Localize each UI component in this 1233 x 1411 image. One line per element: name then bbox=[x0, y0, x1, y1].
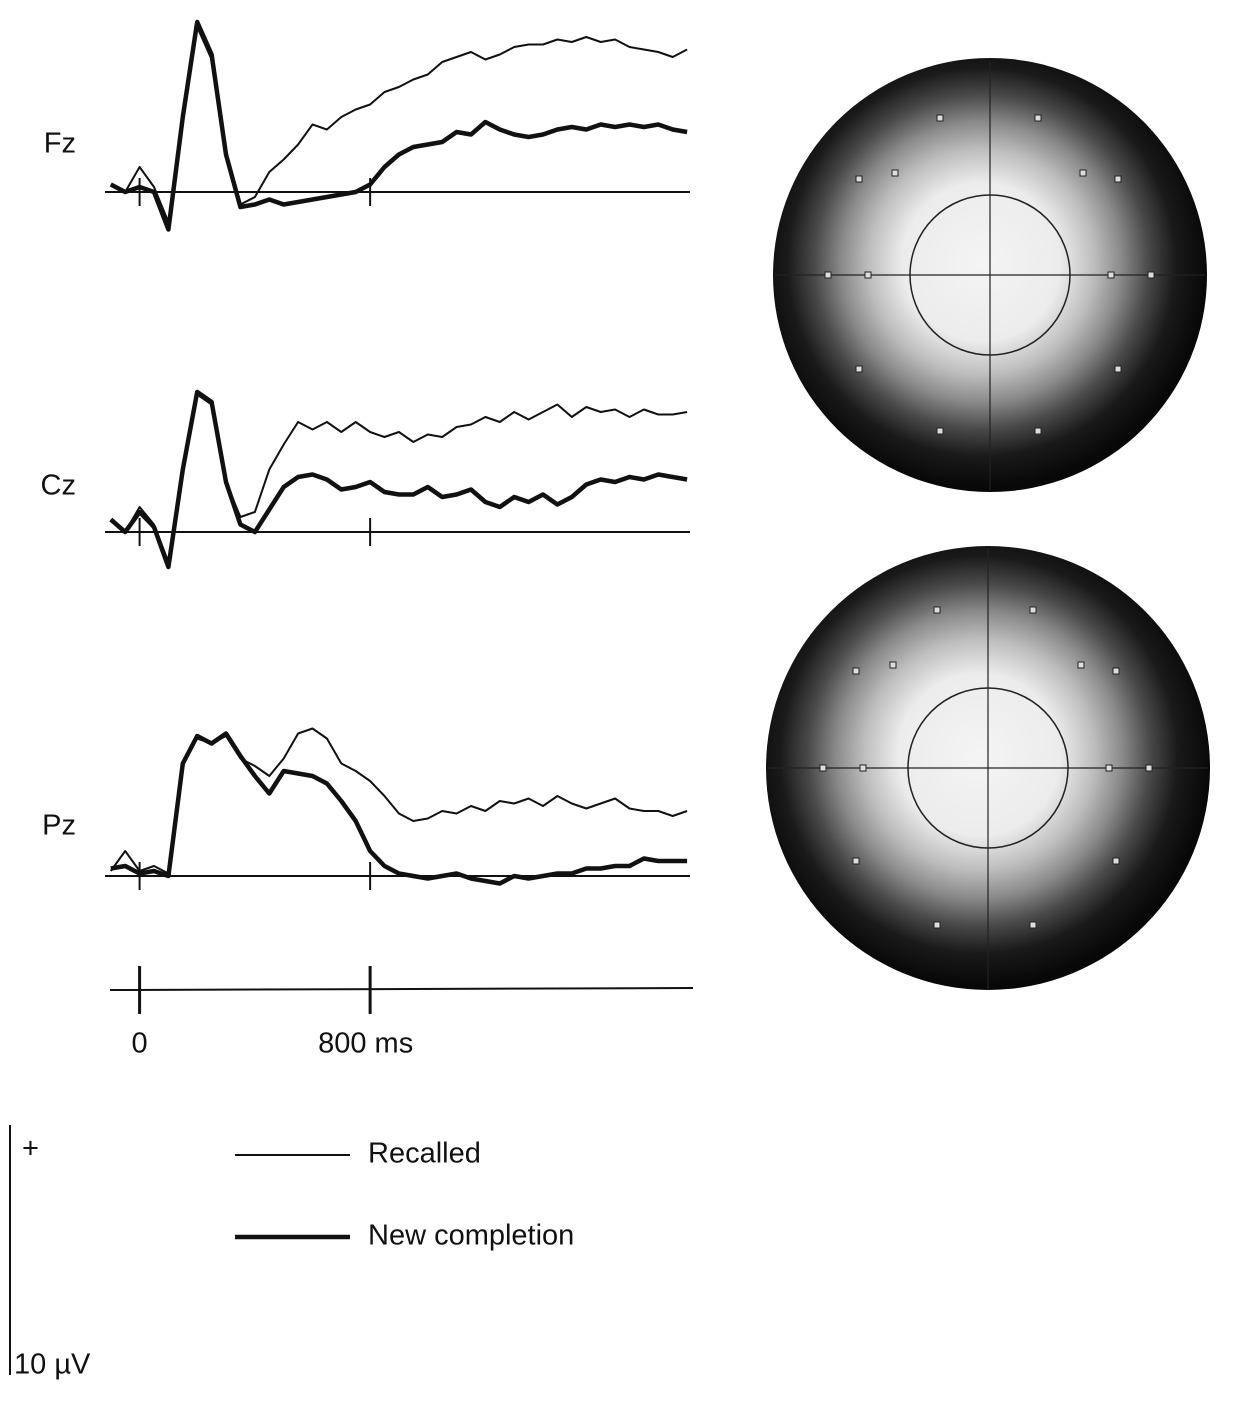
erp-line bbox=[109, 727, 688, 875]
legend-label: New completion bbox=[368, 1220, 574, 1252]
channel-label: Fz bbox=[44, 128, 76, 160]
channel-label: Pz bbox=[42, 810, 76, 842]
erp-line bbox=[110, 731, 688, 886]
erp-line bbox=[109, 19, 688, 232]
topo-map bbox=[773, 58, 1207, 492]
erp-line bbox=[109, 389, 688, 570]
scale-label: 10 µV bbox=[14, 1349, 91, 1381]
channel-label: Cz bbox=[41, 470, 76, 502]
x-tick-label: 0 bbox=[132, 1028, 148, 1060]
legend-label: Recalled bbox=[368, 1138, 481, 1170]
scale-sign: + bbox=[22, 1133, 39, 1165]
x-tick-label: 800 ms bbox=[318, 1028, 413, 1060]
topo-map bbox=[766, 546, 1210, 990]
time-axis bbox=[109, 987, 694, 991]
